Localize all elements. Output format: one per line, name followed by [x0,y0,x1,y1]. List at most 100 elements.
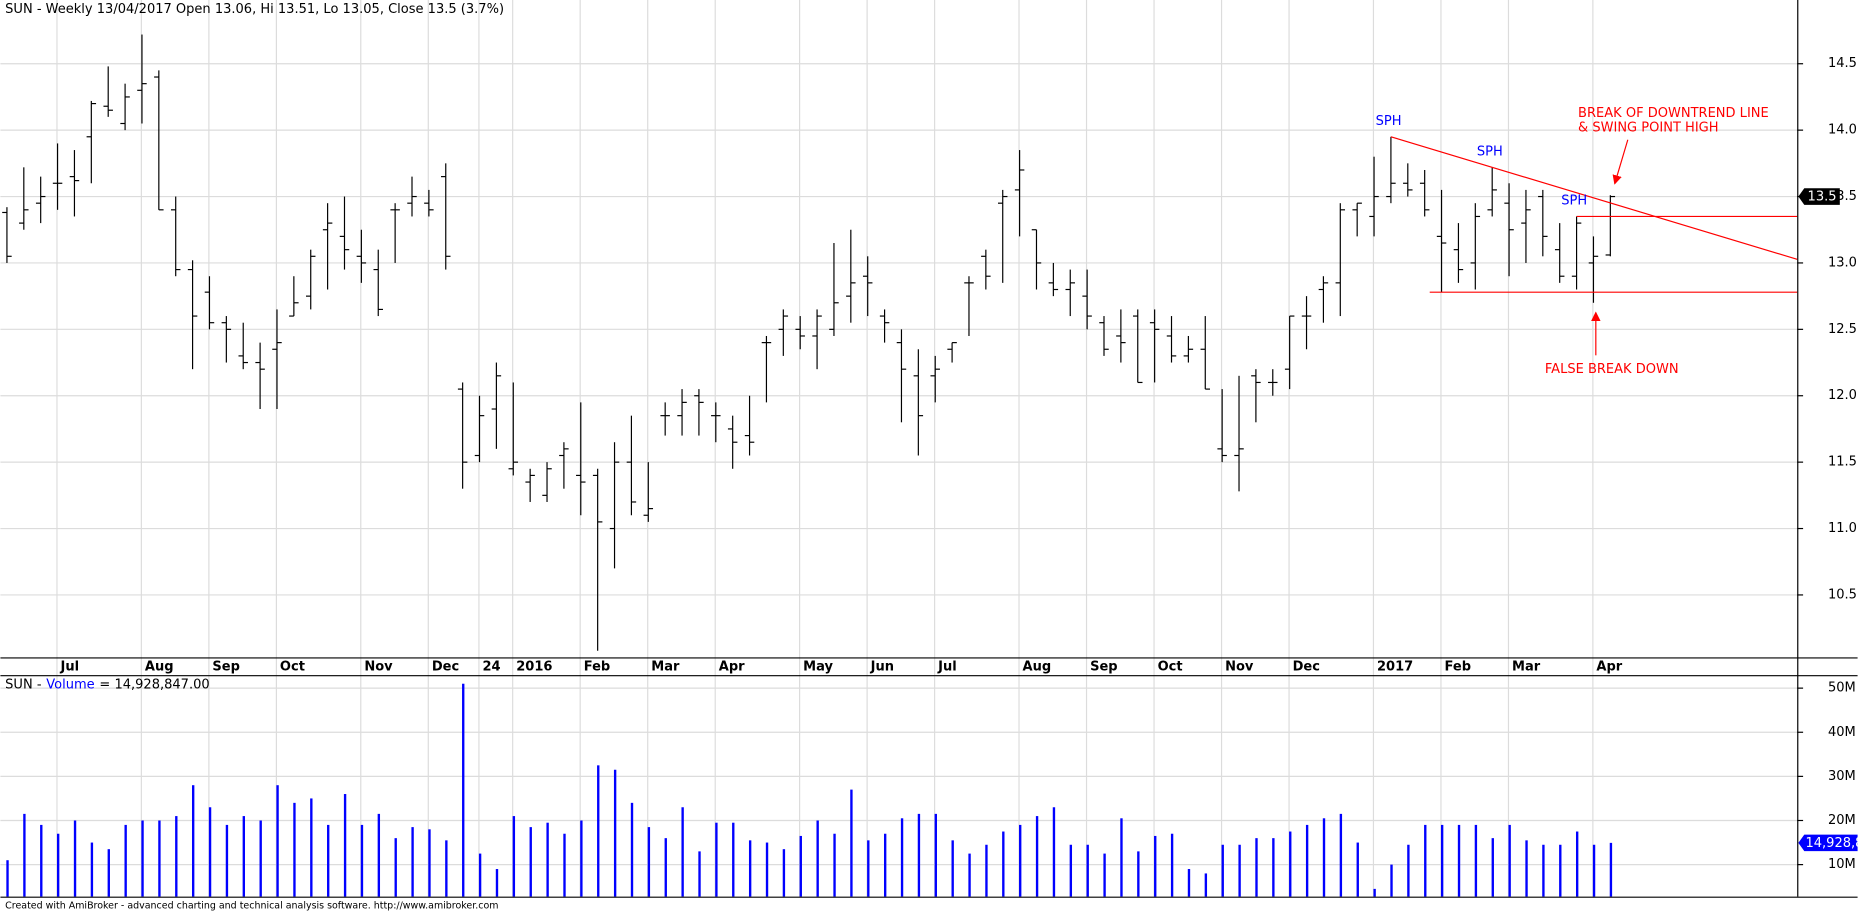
volume-bar [1491,838,1494,897]
volume-bar [816,820,819,897]
volume-bar [1407,844,1410,897]
volume-bar [1305,824,1309,897]
volume-bar [748,840,752,897]
volume-bar [1069,844,1073,897]
y-tick-label: 14.5 [1828,56,1857,71]
volume-bar [985,844,988,897]
x-tick-label: Jun [870,659,894,674]
x-tick-label: Nov [1225,659,1254,674]
volume-bar [1019,824,1022,897]
volume-bar [833,833,836,897]
volume-bar [1508,824,1511,897]
volume-bar [715,822,718,897]
x-tick-label: Mar [651,659,680,674]
volume-bar [580,820,583,897]
volume-bar [732,822,735,897]
volume-bar [40,824,43,897]
y-tick-label: 11.0 [1828,521,1857,536]
volume-bar [1474,824,1478,897]
volume-title-symbol: SUN - [5,677,42,692]
volume-bar [1525,840,1528,897]
volume-bar [293,802,296,897]
volume-bar [1322,818,1326,897]
y-tick-label: 12.5 [1828,322,1857,337]
x-tick-label: Feb [584,659,611,674]
annotation-arrow [1612,139,1629,185]
volume-bar [597,765,600,897]
volume-bar [1575,831,1579,897]
volume-bar [563,833,566,897]
x-tick-label: 24 [482,659,500,674]
volume-bar [141,820,144,897]
volume-bar [1542,844,1545,897]
volume-bar [1457,824,1461,897]
x-tick-label: Sep [212,659,240,674]
volume-bar [698,851,701,897]
footer: Created with AmiBroker - advanced charti… [5,901,498,912]
y-tick-label: 10.5 [1828,587,1857,602]
volume-bar [1221,844,1224,897]
last-price-marker [1798,188,1840,205]
volume-bar [1592,844,1596,897]
volume-bar [175,816,178,897]
y-tick-label: 11.5 [1828,455,1857,470]
volume-bar [1272,838,1275,897]
grid-layer [0,0,1798,897]
volume-bar [1424,824,1427,897]
volume-bar [917,813,921,897]
annotation: & SWING POINT HIGH [1578,120,1718,135]
volume-bar [1154,835,1157,897]
volume-bar [411,827,414,897]
volume-bar [1390,864,1393,897]
last-volume-marker [1798,834,1858,852]
volume-bar [107,849,110,897]
volume-bar [124,824,127,897]
x-tick-label: Dec [432,659,459,674]
volume-bar [495,869,499,897]
volume-bar [242,816,245,897]
x-tick-label: Nov [364,659,393,674]
volume-bar [1086,844,1089,897]
x-tick-label: Jul [60,659,80,674]
volume-bar [765,842,769,897]
x-tick-label: 2016 [516,659,552,674]
volume-bar [1035,816,1039,897]
price-title: SUN - Weekly 13/04/2017 Open 13.06, Hi 1… [5,2,504,17]
x-tick-label: Apr [719,659,745,674]
x-tick-label: Oct [280,659,305,674]
y-tick-label: 10M [1828,857,1856,872]
x-tick-label: 2017 [1377,659,1413,674]
volume-bar [1373,888,1376,897]
volume-bar [1187,869,1191,897]
volume-bar [799,835,802,897]
downtrend-line [1390,136,1798,260]
sph-label: SPH [1477,144,1503,159]
volume-bar [478,853,482,897]
volume-bar [462,683,465,897]
volume-bar [1238,844,1241,897]
volume-bar [1339,813,1343,897]
x-tick-label: Jul [937,659,957,674]
volume-bar [1609,842,1613,897]
volume-bar [23,813,26,897]
volume-bar [529,827,532,897]
volume-bar [377,813,381,897]
volume-bar [1120,818,1123,897]
volume-bar [208,807,212,897]
y-tick-label: 12.0 [1828,388,1857,403]
volume-bar [56,833,60,897]
volume-bar [6,860,9,897]
volume-bar [1440,824,1444,897]
x-tick-label: Feb [1445,659,1472,674]
volume-bar [1559,844,1562,897]
volume-bar [951,840,954,897]
sph-label: SPH [1561,194,1587,209]
volume-bar [883,833,887,897]
x-tick-label: Aug [1023,659,1052,674]
x-tick-label: Aug [145,659,174,674]
volume-bar [225,824,229,897]
y-tick-label: 40M [1828,725,1856,740]
volume-bar [191,785,195,897]
